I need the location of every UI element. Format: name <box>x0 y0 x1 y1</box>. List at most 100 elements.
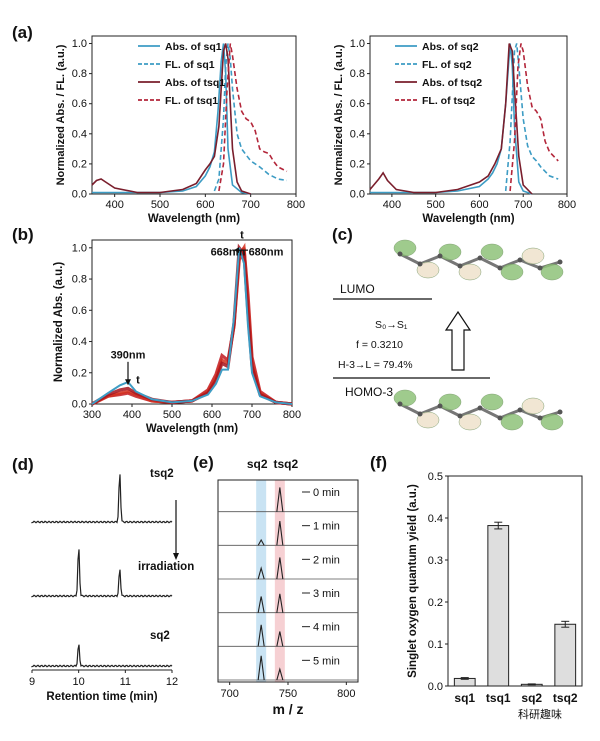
watermark: 科研趣味 <box>518 707 562 721</box>
atom <box>457 413 463 419</box>
orbital-lobe <box>540 413 564 431</box>
x-axis-label: m / z <box>272 701 303 717</box>
atom <box>457 263 463 269</box>
legend-label: Abs. of tsq1 <box>165 77 225 89</box>
arrow-head <box>173 553 179 560</box>
legend-label: Abs. of sq1 <box>165 41 222 53</box>
ms-peak <box>276 557 284 580</box>
legend-label: Abs. of tsq2 <box>422 77 482 89</box>
panel-a1-xtick-label: 600 <box>196 199 214 211</box>
panel-b-xtick-label: 800 <box>283 409 301 421</box>
panel-b-frame <box>91 239 293 405</box>
ytick-label: 0.3 <box>428 555 443 567</box>
lumo-molecule <box>393 239 564 281</box>
xtick-label: 800 <box>337 688 355 700</box>
time-label: 5 min <box>313 655 340 667</box>
highlight-label-sq2: sq2 <box>247 457 268 471</box>
panel-label-d: (d) <box>12 455 34 474</box>
orbital-lobe <box>393 389 417 407</box>
panel-a2-xtick-label: 800 <box>558 199 576 211</box>
ytick-label: 0.4 <box>428 513 443 525</box>
ms-peak <box>276 667 284 681</box>
panel-a2-xtick-label: 700 <box>514 199 532 211</box>
panel-b-ytick-label: 0.0 <box>72 399 87 411</box>
orbital-lobe <box>500 413 524 431</box>
panel-a2-xtick-label: 600 <box>470 199 488 211</box>
panel-label-e: (e) <box>193 453 214 472</box>
panel-a2-ytick-label: 0.2 <box>350 158 365 170</box>
panel-label-f: (f) <box>370 453 387 472</box>
ms-peak <box>257 538 265 546</box>
category-label: tsq1 <box>486 691 511 705</box>
y-axis-label: Normalized Abs. / FL. (a.u.) <box>55 44 67 185</box>
xtick-label: 12 <box>166 676 178 688</box>
bar-tsq1 <box>487 525 510 687</box>
panel-b-ytick-label: 0.4 <box>72 336 87 348</box>
category-label: tsq2 <box>553 691 578 705</box>
atom <box>477 405 483 411</box>
atom <box>397 401 403 407</box>
trace-label-sq2: sq2 <box>150 630 170 642</box>
ytick-label: 0.0 <box>428 681 443 693</box>
ms-peak <box>276 593 284 613</box>
orbital-lobe <box>540 263 564 281</box>
panel-a2-xtick-label: 400 <box>383 199 401 211</box>
molecule-bond <box>479 256 501 270</box>
orbital-lobe <box>521 397 545 415</box>
ms-peak <box>257 566 265 580</box>
series-abs-of-tsq1 <box>91 43 251 195</box>
panel-a1-ytick-label: 0.4 <box>72 128 87 140</box>
panel-b-ytick-label: 0.8 <box>72 274 87 286</box>
chromatogram-trace <box>31 549 173 598</box>
transition-label: S₀→S₁ <box>375 319 408 331</box>
panel-a1-ytick-label: 0.8 <box>72 68 87 80</box>
annotation-390nm: 390nm <box>111 350 146 362</box>
panel-label-b: (b) <box>12 225 34 244</box>
orbital-lobe <box>480 393 504 411</box>
panel-a1-ytick-label: 0.0 <box>72 189 87 201</box>
molecule-bond <box>519 258 541 270</box>
orbital-lobe <box>438 393 462 411</box>
panel-label-c: (c) <box>332 225 353 244</box>
xtick-label: 11 <box>120 676 131 688</box>
highlight-band-sq2 <box>256 480 267 682</box>
bar-tsq2 <box>554 623 577 687</box>
atom <box>537 415 543 421</box>
legend-label: FL. of sq1 <box>165 59 215 71</box>
atom <box>437 403 443 409</box>
atom <box>397 251 403 257</box>
panel-b-xtick-label: 400 <box>123 409 141 421</box>
panel-a1-xtick-label: 800 <box>287 199 305 211</box>
ms-peak <box>257 596 265 613</box>
panel-b-ytick-label: 0.6 <box>72 305 87 317</box>
lumo-label: LUMO <box>340 282 375 296</box>
orbital-lobe <box>438 243 462 261</box>
x-axis-label: Wavelength (nm) <box>148 213 240 225</box>
ytick-label: 0.2 <box>428 597 443 609</box>
panel-a2-ytick-label: 1.0 <box>350 38 365 50</box>
panel-a1-ytick-label: 0.6 <box>72 98 87 110</box>
panel-a1-xtick-label: 700 <box>241 199 259 211</box>
y-axis-label: Normalized Abs. / FL. (a.u.) <box>333 44 345 185</box>
highlight-band-tsq2 <box>274 480 285 682</box>
panel-label-a: (a) <box>12 23 33 42</box>
x-axis-label: Retention time (min) <box>46 691 157 703</box>
orbital-lobe <box>416 411 440 429</box>
orbital-lobe <box>480 243 504 261</box>
molecule-bond <box>479 406 501 420</box>
atom <box>417 411 423 417</box>
xtick-label: 9 <box>29 676 35 688</box>
series-fl-of-tsq2 <box>509 43 559 192</box>
trace-label-tsq2: tsq2 <box>150 468 174 480</box>
chromatogram-trace <box>31 474 173 524</box>
panel-a2-ytick-label: 0.8 <box>350 68 365 80</box>
legend-label: Abs. of sq2 <box>422 41 479 53</box>
time-label: 4 min <box>313 622 340 634</box>
atom <box>477 255 483 261</box>
arrow-head <box>125 379 131 386</box>
panel-b-xtick-label: 300 <box>83 409 101 421</box>
time-label: 0 min <box>313 487 340 499</box>
oscillator-strength: f = 0.3210 <box>356 339 403 351</box>
time-label: 1 min <box>313 521 340 533</box>
annotation-t: t <box>136 375 140 387</box>
